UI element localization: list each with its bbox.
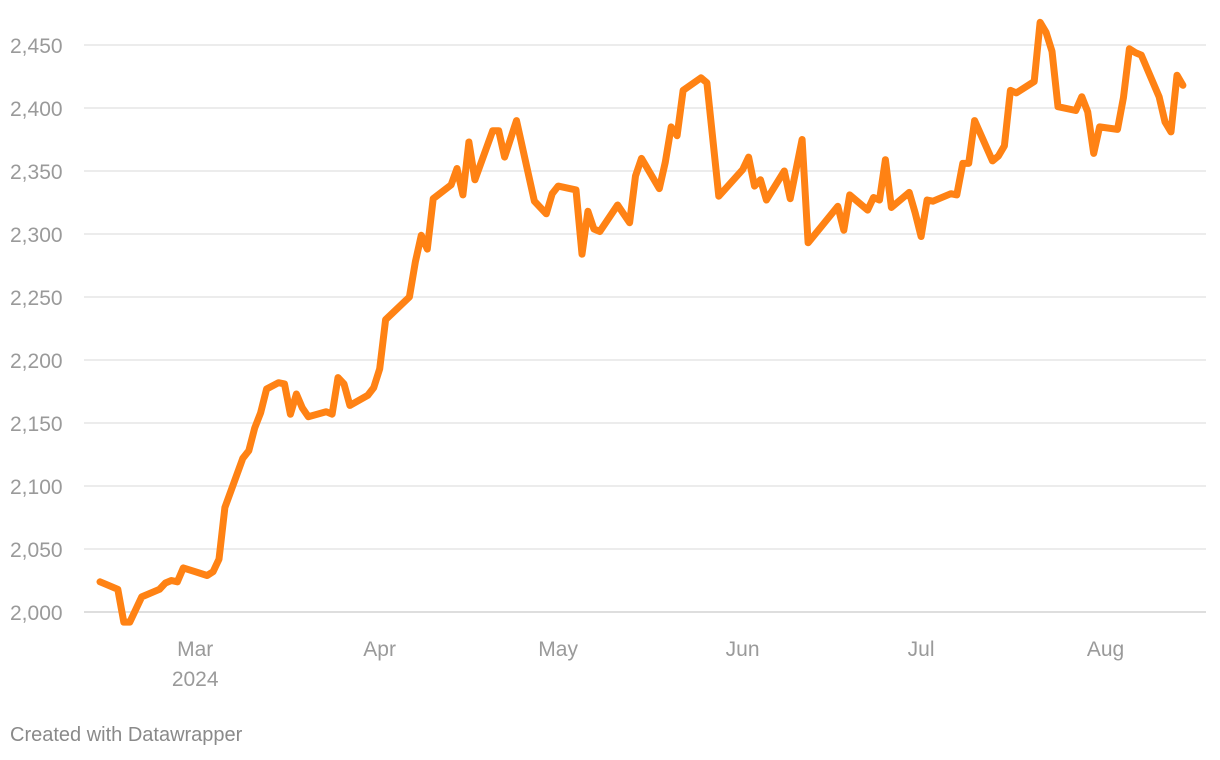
x-tick-label: Apr — [363, 638, 396, 661]
y-axis-tick-labels: 2,000 2,050 2,100 2,150 2,200 2,250 2,300 2,350… — [10, 35, 63, 625]
y-tick-label: 2,450 — [10, 35, 63, 58]
y-tick-label: 2,200 — [10, 350, 63, 373]
x-tick-label: Jun — [726, 638, 760, 661]
series-line — [96, 18, 1187, 626]
y-tick-label: 2,150 — [10, 413, 63, 436]
y-tick-label: 2,300 — [10, 224, 63, 247]
gridlines — [84, 44, 1206, 613]
y-tick-label: 2,000 — [10, 602, 63, 625]
x-tick-label: May — [538, 638, 578, 661]
y-tick-label: 2,400 — [10, 98, 63, 121]
x-tick-label: Aug — [1087, 638, 1124, 661]
x-tick-year-label: 2024 — [172, 668, 219, 691]
x-axis-tick-labels: Mar 2024 Apr May Jun Jul Aug — [172, 638, 1124, 691]
y-tick-label: 2,100 — [10, 476, 63, 499]
y-tick-label: 2,050 — [10, 539, 63, 562]
datawrapper-credit: Created with Datawrapper — [10, 724, 243, 746]
y-tick-label: 2,250 — [10, 287, 63, 310]
series-line-group — [96, 18, 1187, 626]
x-tick-label: Jul — [908, 638, 935, 661]
y-tick-label: 2,350 — [10, 161, 63, 184]
x-tick-label: Mar — [177, 638, 213, 661]
